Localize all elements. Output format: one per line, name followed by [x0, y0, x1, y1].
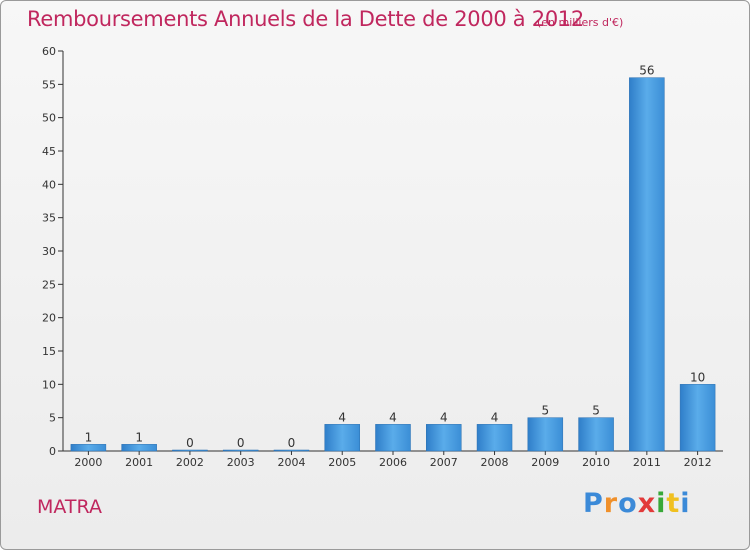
bar-2011 — [629, 77, 665, 452]
bar-2010 — [578, 417, 614, 452]
x-tick-label-2008: 2008 — [481, 456, 509, 469]
x-tick-label-2007: 2007 — [430, 456, 458, 469]
value-label-2012: 10 — [690, 370, 705, 384]
bar-2003 — [222, 449, 259, 452]
x-tick-label-2011: 2011 — [633, 456, 661, 469]
x-tick-label-2012: 2012 — [684, 456, 712, 469]
bar-2008 — [476, 424, 513, 452]
commune-name: MATRA — [37, 496, 102, 518]
y-tick-label: 60 — [42, 45, 56, 58]
logo-letter: r — [603, 488, 619, 519]
value-label-2004: 0 — [288, 436, 296, 450]
bar-2007 — [426, 424, 462, 452]
y-tick-label: 10 — [42, 378, 56, 391]
x-tick-label-2003: 2003 — [227, 456, 255, 469]
y-tick-label: 25 — [42, 278, 56, 291]
bar-2005 — [324, 424, 360, 452]
value-label-2007: 4 — [440, 410, 448, 424]
value-label-2001: 1 — [135, 430, 143, 444]
x-tick-label-2009: 2009 — [531, 456, 559, 469]
bar-2001 — [121, 444, 157, 452]
bar-2006 — [375, 424, 411, 452]
proxiti-logo: Proxiti — [583, 488, 691, 519]
bar-2012 — [679, 384, 716, 452]
y-tick-label: 0 — [49, 445, 56, 458]
x-tick-label-2006: 2006 — [379, 456, 407, 469]
value-label-2006: 4 — [389, 410, 397, 424]
bar-2004 — [273, 449, 310, 452]
logo-letter: i — [656, 488, 667, 519]
bars — [70, 77, 716, 452]
x-tick-label-2000: 2000 — [74, 456, 102, 469]
value-label-2010: 5 — [592, 404, 600, 418]
value-label-2011: 56 — [639, 64, 654, 78]
y-tick-label: 50 — [42, 112, 56, 125]
value-label-2005: 4 — [338, 410, 346, 424]
chart-subtitle: (en milliers d'€) — [537, 16, 624, 29]
x-tick-label-2001: 2001 — [125, 456, 153, 469]
bar-2002 — [172, 449, 208, 452]
logo-letter: i — [680, 488, 691, 519]
x-tick-label-2002: 2002 — [176, 456, 204, 469]
value-label-2003: 0 — [237, 436, 245, 450]
y-tick-label: 5 — [49, 412, 56, 425]
y-tick-label: 55 — [42, 78, 56, 91]
y-tick-label: 40 — [42, 178, 56, 191]
logo-letter: P — [583, 488, 604, 519]
y-tick-label: 20 — [42, 312, 56, 325]
logo-letter: t — [666, 488, 681, 519]
y-tick-label: 35 — [42, 212, 56, 225]
y-tick-label: 45 — [42, 145, 56, 158]
value-label-2008: 4 — [491, 410, 499, 424]
y-tick-label: 15 — [42, 345, 56, 358]
logo-letter: o — [618, 488, 638, 519]
value-label-2000: 1 — [85, 430, 93, 444]
bar-2000 — [70, 444, 107, 452]
value-label-2009: 5 — [541, 404, 549, 418]
value-label-2002: 0 — [186, 436, 194, 450]
chart-title: Remboursements Annuels de la Dette de 20… — [27, 7, 584, 31]
x-tick-label-2004: 2004 — [277, 456, 305, 469]
bar-2009 — [527, 417, 564, 452]
y-tick-label: 30 — [42, 245, 56, 258]
x-tick-label-2005: 2005 — [328, 456, 356, 469]
x-tick-label-2010: 2010 — [582, 456, 610, 469]
logo-letter: x — [637, 488, 657, 519]
